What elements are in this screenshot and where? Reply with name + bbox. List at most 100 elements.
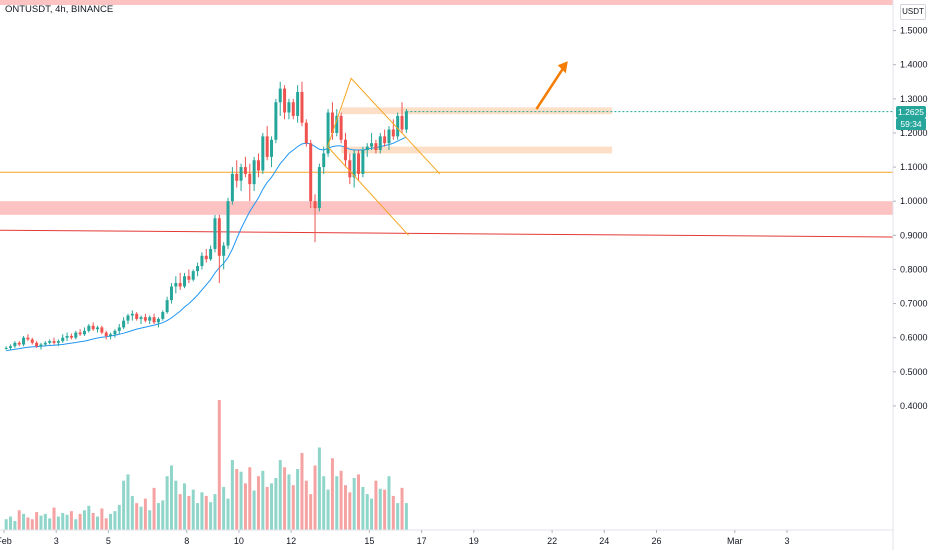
volume-bar [218,400,221,530]
candle-body [66,336,69,338]
candle-body [266,136,269,156]
volume-bar [392,496,395,530]
time-tick-label: 15 [364,536,374,546]
candle-body [370,143,373,146]
time-tick-label: 12 [286,536,296,546]
volume-bar [113,511,116,530]
volume-bar [161,500,164,530]
candle-body [57,341,60,343]
candle-body [287,102,290,112]
volume-bar [5,519,8,530]
candle-body [39,345,42,347]
volume-bar [96,517,99,530]
symbol-title[interactable]: ONTUSDT, 4h, BINANCE [5,4,113,15]
volume-bar [261,471,264,530]
candle-body [209,249,212,259]
volume-bar [187,496,190,530]
candle-body [361,150,364,174]
time-axis[interactable]: Feb 3 5 8 10 12 15 17 19 22 24 26 Mar 3 [0,530,893,546]
candle-body [192,271,195,280]
candle-body [383,136,386,143]
price-tick-label: 0.6000 [900,333,928,343]
candle-body [174,283,177,286]
candle-body [401,116,404,130]
volume-bar [174,481,177,530]
price-tick-label: 1.0000 [900,196,928,206]
candle-body [283,89,286,113]
currency-button[interactable]: USDT [900,4,926,20]
candle-body [244,167,247,174]
volume-bar [344,485,347,530]
volume-bar [401,488,404,530]
volume-bar [222,487,225,530]
time-tick-label: 5 [106,536,111,546]
volume-bar [196,503,199,530]
volume-bar [374,481,377,530]
candle-body [31,339,34,342]
price-tick-label: 0.4000 [900,401,928,411]
price-tick-label: 1.4000 [900,60,928,70]
moving-average-layer [6,137,406,351]
candle-body [227,201,230,245]
price-tick-label: 1.6000 [900,0,928,1]
volume-bar [274,478,277,530]
candle-body [61,338,64,341]
candle-body [240,167,243,181]
volume-bar [205,496,208,530]
volume-bar [335,476,338,530]
volume-bar [39,516,42,530]
volume-bar [166,476,169,530]
volume-bar [231,460,234,530]
price-axis[interactable]: 1.80001.70001.60001.50001.40001.30001.20… [893,0,928,550]
candle-body [13,343,16,346]
price-tick-label: 0.7000 [900,299,928,309]
volume-bar [383,490,386,530]
candle-body [292,102,295,116]
volume-bar [357,474,360,530]
volume-bar [83,510,86,530]
candle-body [179,283,182,286]
price-tick-label: 1.5000 [900,26,928,36]
time-tick-label: 3 [54,536,59,546]
countdown-badge: 59:34 [896,118,926,130]
candle-body [170,287,173,301]
volume-bar [327,490,330,530]
candle-body [405,111,408,129]
volume-bar [105,518,108,530]
drawing-zones [0,0,893,237]
candle-body [222,246,225,256]
volume-bar [183,483,186,530]
volume-bar [48,518,51,530]
volume-bar [287,474,290,530]
volume-bar [140,507,143,530]
volume-bar [13,521,16,530]
volume-bar [200,492,203,530]
time-tick-label: 19 [469,536,479,546]
volume-bar [240,472,243,530]
volume-bar [126,474,129,530]
volume-bar [387,476,390,530]
volume-bar [318,448,321,530]
volume-bar [340,471,343,530]
volume-bar [66,515,69,530]
candle-body [126,316,129,321]
time-tick-label: 22 [547,536,557,546]
candle-body [218,218,221,256]
volume-bar [92,513,95,530]
candle-body [22,338,25,345]
candle-body [79,333,82,335]
candle-body [200,256,203,266]
candle-body [153,317,156,322]
volume-bar [257,476,260,530]
volume-bar [170,465,173,530]
volume-bar [135,503,138,530]
volume-bar [331,458,334,530]
volume-bar [192,490,195,530]
time-tick-label: 8 [184,536,189,546]
candle-body [109,334,112,336]
candle-body [392,130,395,137]
volume-bar [26,517,29,530]
candle-body [183,276,186,286]
time-tick-label: Feb [0,536,12,546]
